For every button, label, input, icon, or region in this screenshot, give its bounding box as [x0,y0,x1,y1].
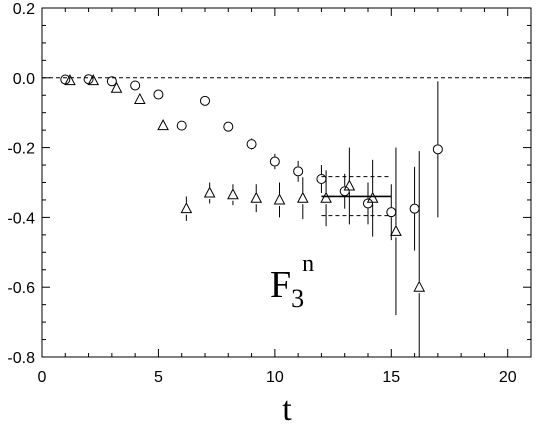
circle-marker [176,120,187,131]
x-tick-label: 5 [154,369,163,386]
triangle-marker [366,191,379,203]
triangle-marker [390,224,402,236]
circle-marker [409,203,420,214]
y-tick-label: -0.2 [7,141,35,158]
f3n-annotation-superscript: n [302,251,314,277]
circle-marker [339,186,350,197]
triangle-marker [343,179,356,191]
f3n-annotation: F3 n [270,251,314,313]
triangle-marker [180,202,193,214]
x-tick-label: 0 [38,369,47,386]
circle-marker [83,74,94,85]
triangle-marker [203,186,216,198]
circle-marker [386,207,397,218]
triangle-marker [250,191,263,203]
fit-band [321,176,392,217]
triangle-marker [296,191,309,203]
triangle-marker [227,188,239,200]
circle-marker [200,95,210,106]
triangle-marker [320,191,332,203]
triangle-marker [110,81,123,93]
triangle-marker [87,74,100,86]
circle-marker [293,166,304,177]
f3n-annotation-subscript: 3 [291,284,304,313]
circle-marker [106,76,117,87]
triangle-marker [64,74,76,86]
y-tick-label: -0.6 [7,280,35,297]
data-markers [60,74,443,292]
x-tick-label: 15 [382,369,400,386]
error-bars [185,81,439,357]
x-axis-label: t [282,391,292,428]
y-tick-label: 0.0 [13,71,35,88]
circle-marker [223,121,234,132]
f3n-annotation-main: F [270,264,291,306]
triangle-marker [273,193,286,205]
circle-marker [246,139,257,150]
circle-marker [130,80,141,91]
y-tick-label: -0.4 [7,210,35,227]
x-tick-label: 10 [266,369,284,386]
circle-marker [363,198,373,209]
circle-marker [153,89,164,100]
triangle-marker [133,92,146,104]
triangle-marker [413,280,426,292]
x-tick-label: 20 [499,369,517,386]
circle-marker [60,74,71,85]
triangle-marker [157,119,169,131]
circle-marker [432,144,443,155]
circle-marker [316,174,327,185]
y-tick-label: 0.2 [13,1,35,18]
tick-labels: 0 5 10 15 20 0.2 0.0 -0.2 -0.4 -0.6 -0.8 [7,1,516,386]
y-tick-label: -0.8 [7,350,35,367]
circle-marker [269,156,280,167]
axis-ticks [41,7,532,358]
